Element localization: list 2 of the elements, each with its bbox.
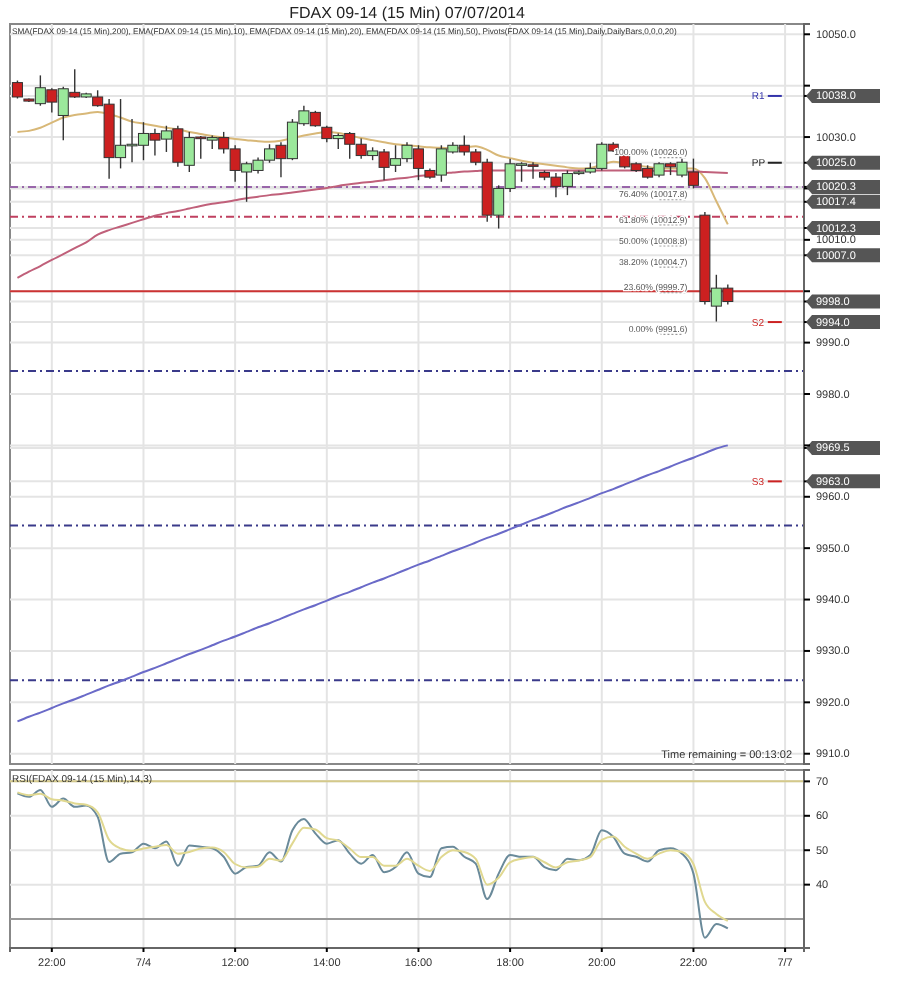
chart-title: FDAX 09-14 (15 Min) 07/07/2014 xyxy=(289,4,526,22)
line-series xyxy=(16,444,729,723)
